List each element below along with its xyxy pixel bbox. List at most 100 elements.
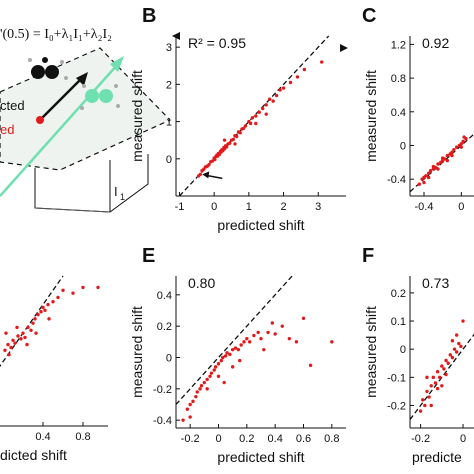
scatter-panel-b: -1 0 1 2 3 0 1 2 3 R² = 0.95 predicted shift measur… (129, 35, 346, 233)
y-tick-label: 0.4 (157, 290, 172, 302)
x-tick-label: 0.4 (268, 433, 283, 445)
data-point (450, 150, 454, 154)
data-point (185, 407, 190, 411)
x-tick-label: -0.4 (415, 201, 434, 213)
data-point (71, 291, 75, 295)
data-point (26, 325, 30, 330)
data-point (4, 331, 8, 335)
x-tick-label: 0.6 (296, 433, 311, 445)
schematic-formula: '(0.5) = I₀+λ₁I₁+λ₂I₂ (0, 27, 112, 42)
data-point (264, 112, 268, 116)
data-point (33, 317, 37, 321)
x-tick-label: 3 (315, 201, 321, 213)
data-point (446, 361, 450, 365)
x-axis-label: dicted shift (0, 447, 67, 463)
scatter-panel-c: -0.4 0 -0.4 0 0.4 0.8 1.2 0.92 measured shift (363, 35, 474, 213)
schematic-red-dot (36, 116, 44, 124)
y-tick-label: 3 (166, 42, 172, 54)
y-tick-label: 1 (166, 117, 172, 129)
data-point (273, 332, 277, 336)
data-point (459, 344, 463, 349)
y-axis-label: measured shift (363, 70, 379, 162)
data-point (196, 174, 201, 178)
schematic-dot-grey (60, 60, 64, 64)
data-point (239, 343, 243, 347)
r2-annotation: 0.92 (422, 35, 449, 51)
schematic-axis-sub: 1 (120, 192, 125, 202)
schematic-dot-teal-large (85, 89, 99, 103)
data-point (231, 137, 235, 142)
y-tick-label: 0 (166, 352, 172, 364)
data-point (320, 60, 324, 64)
identity-line (175, 275, 293, 405)
data-point (245, 336, 249, 341)
data-point (429, 403, 433, 408)
data-point (431, 164, 436, 169)
schematic-label-black: cted (0, 98, 25, 113)
data-point (222, 138, 227, 142)
data-point (195, 390, 199, 394)
data-point (6, 342, 10, 347)
x-tick-label: 0.8 (324, 433, 339, 445)
data-point (437, 375, 442, 380)
data-point (250, 116, 255, 120)
data-point (445, 158, 450, 163)
data-point (11, 338, 15, 342)
panel-label-c: C (362, 5, 376, 27)
data-point (243, 124, 248, 128)
y-tick-label: 0 (400, 344, 406, 356)
schematic-dot-grey (114, 84, 118, 88)
schematic-dot-black-small (42, 57, 48, 63)
data-point (301, 316, 306, 321)
x-axis-label: predicted shift (217, 449, 304, 465)
pointer-arrow (206, 174, 223, 180)
data-point (96, 285, 100, 290)
y-tick-label: 0 (400, 140, 406, 152)
data-point (308, 363, 313, 368)
scatter-panel-d: 0.4 0.8 dicted shift (0, 275, 108, 463)
x-tick-label: 0.2 (239, 433, 254, 445)
data-point (454, 145, 459, 149)
data-point (61, 288, 65, 292)
y-tick-label: 0.8 (391, 73, 406, 85)
y-tick-label: 0.1 (391, 316, 406, 328)
data-point (235, 134, 239, 139)
data-point (422, 180, 426, 185)
data-point (224, 145, 229, 149)
data-point (278, 88, 282, 92)
schematic-dot-black-large (45, 65, 59, 79)
data-point (440, 384, 444, 388)
data-point (264, 103, 268, 107)
data-point (461, 319, 465, 323)
data-point (205, 377, 209, 382)
data-point (450, 355, 455, 360)
data-point (418, 409, 423, 413)
data-point (194, 394, 198, 399)
data-point (29, 328, 33, 332)
data-point (247, 340, 252, 344)
x-tick-label: 0 (215, 433, 221, 445)
data-point (436, 162, 440, 166)
x-tick-label: -0.2 (411, 433, 430, 445)
x-axis-label: predicte (412, 449, 462, 465)
schematic-label-red: ed (0, 122, 14, 137)
data-point (436, 167, 440, 171)
data-point (459, 145, 464, 149)
schematic-dot-grey (116, 104, 120, 108)
data-point (462, 135, 466, 139)
data-point (288, 80, 293, 85)
data-point (213, 365, 218, 369)
scatter-panel-f: -0.2 0 -0.2 -0.1 0 0.1 0.2 0.73 predicte measured… (363, 275, 474, 465)
data-point (425, 389, 429, 394)
data-point (238, 131, 242, 135)
data-point (81, 285, 85, 290)
x-tick-label: 0 (460, 433, 466, 445)
data-point (238, 358, 242, 363)
data-point (444, 358, 448, 363)
schematic-dot-grey (82, 84, 86, 88)
data-point (442, 367, 446, 371)
y-tick-label: 0.4 (391, 107, 406, 119)
data-point (435, 370, 440, 374)
x-tick-label: -1 (175, 201, 185, 213)
